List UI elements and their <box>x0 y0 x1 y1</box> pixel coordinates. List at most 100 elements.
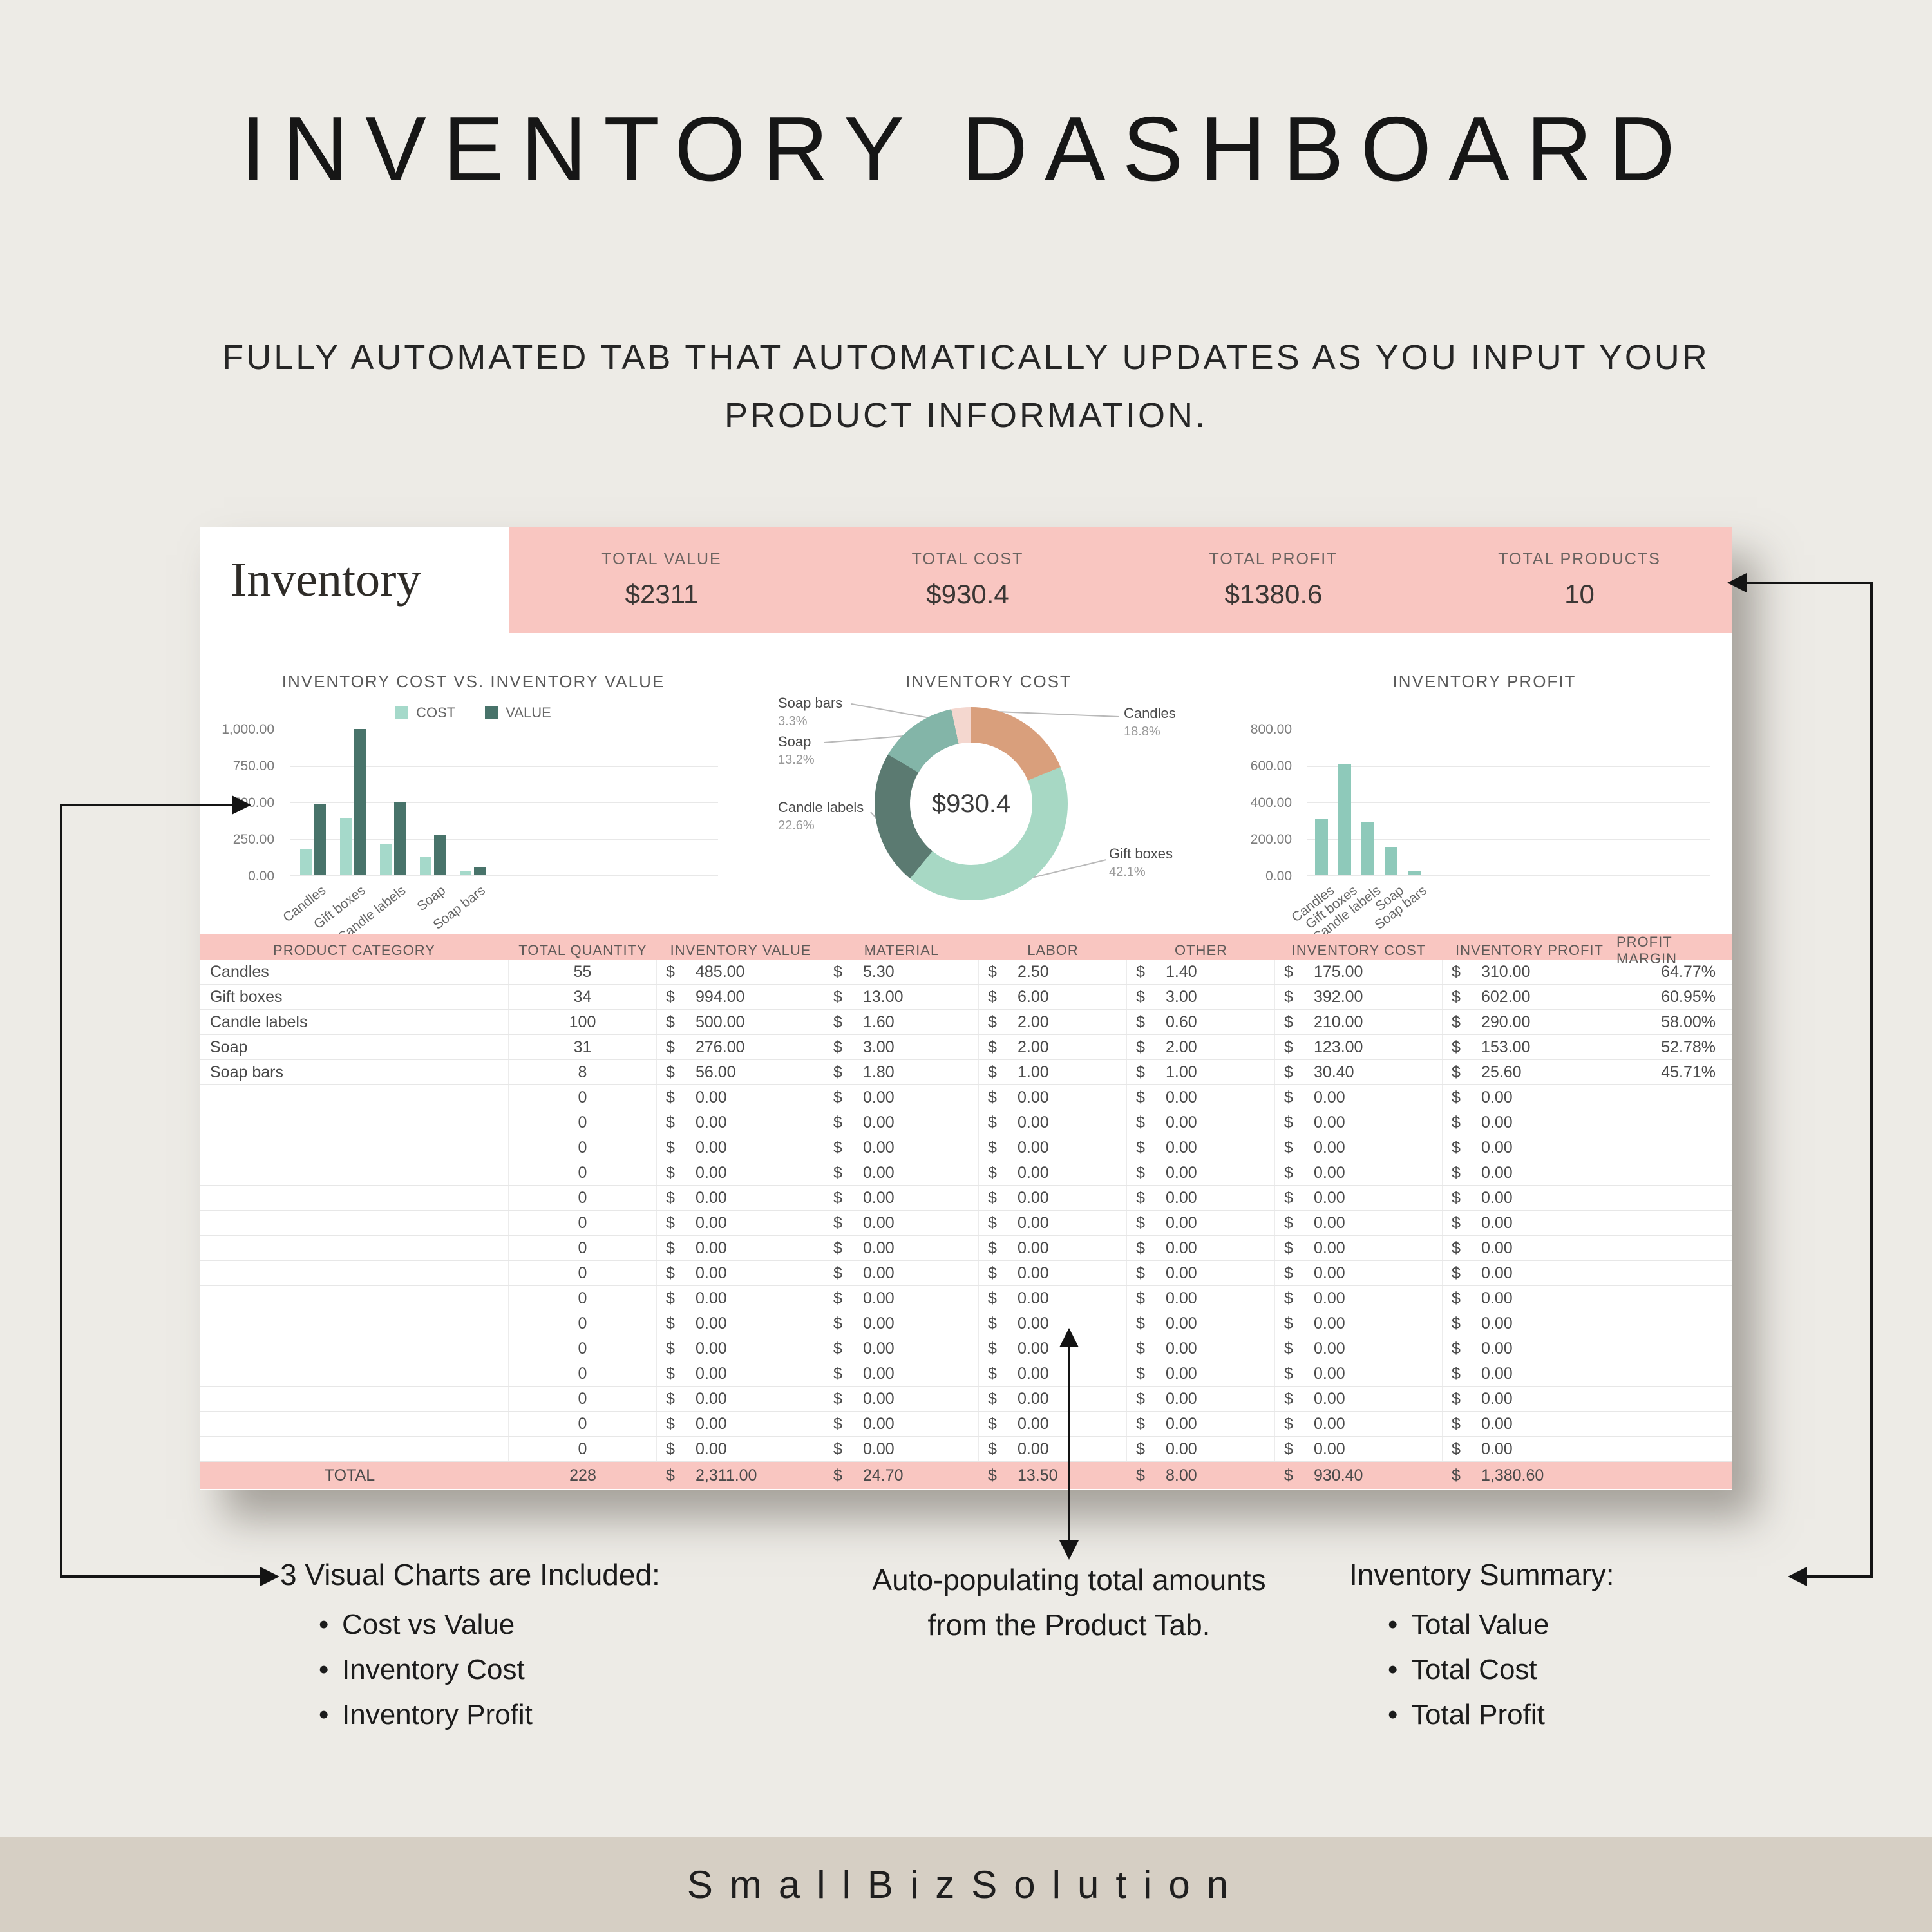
cell: $0.00 <box>824 1261 979 1285</box>
currency-symbol: $ <box>1284 1238 1293 1257</box>
cell: 31 <box>509 1035 657 1059</box>
currency-symbol: $ <box>1452 1439 1461 1458</box>
cell-value: 0.00 <box>1481 1264 1513 1282</box>
cell-value: 0.00 <box>696 1163 727 1182</box>
currency-symbol: $ <box>1452 1113 1461 1132</box>
cell: $0.00 <box>657 1387 824 1411</box>
cell: $0.00 <box>824 1236 979 1260</box>
cell: Candle labels <box>200 1010 509 1034</box>
currency-symbol: $ <box>988 1188 997 1207</box>
cell: $0.00 <box>824 1437 979 1461</box>
cell-value: 153.00 <box>1481 1037 1531 1056</box>
table-row-empty: 0 $0.00 $0.00 $0.00 $0.00 $0.00 $0.00 <box>200 1135 1732 1160</box>
cell: $0.00 <box>657 1211 824 1235</box>
cell: $123.00 <box>1275 1035 1443 1059</box>
slice-name: Gift boxes <box>1109 846 1173 862</box>
cell-value: 0.00 <box>1314 1439 1345 1458</box>
cell <box>1616 1387 1732 1411</box>
cell: $5.30 <box>824 960 979 984</box>
y-axis-label: 1,000.00 <box>222 722 274 737</box>
currency-symbol: $ <box>666 1466 675 1484</box>
cell-value: 500.00 <box>696 1012 745 1031</box>
cell: $0.00 <box>1443 1286 1616 1311</box>
cell-value: 2.00 <box>1018 1012 1049 1031</box>
currency-symbol: $ <box>1136 1364 1145 1383</box>
cell: $0.00 <box>657 1085 824 1110</box>
currency-symbol: $ <box>1284 1364 1293 1383</box>
cell: $3.00 <box>824 1035 979 1059</box>
gridline <box>1307 766 1710 767</box>
currency-symbol: $ <box>988 1466 997 1484</box>
cell-value: 0.00 <box>1481 1439 1513 1458</box>
cell-value: 2,311.00 <box>696 1466 757 1484</box>
currency-symbol: $ <box>988 1088 997 1106</box>
cell-value: 2.00 <box>1166 1037 1197 1056</box>
cell <box>1616 1211 1732 1235</box>
cell: 0 <box>509 1211 657 1235</box>
cell-value: 0.00 <box>1018 1439 1049 1458</box>
cell <box>1616 1361 1732 1386</box>
cell <box>200 1160 509 1185</box>
cell-value: 0.00 <box>1481 1088 1513 1106</box>
cell <box>1616 1261 1732 1285</box>
cell: $0.00 <box>1443 1437 1616 1461</box>
cell: $0.00 <box>1127 1186 1275 1210</box>
currency-symbol: $ <box>1452 1012 1461 1031</box>
cell-value: 0.00 <box>696 1188 727 1207</box>
bar-value-soap-bars <box>474 867 486 875</box>
currency-symbol: $ <box>1136 1414 1145 1433</box>
cell-value: 175.00 <box>1314 962 1363 981</box>
cell: $0.00 <box>1127 1387 1275 1411</box>
cell: $0.00 <box>1443 1135 1616 1160</box>
bar-profit-candle-labels <box>1361 822 1374 875</box>
cell-value: 0.00 <box>863 1339 895 1358</box>
cell <box>200 1336 509 1361</box>
cell <box>1616 1186 1732 1210</box>
cell: $0.00 <box>657 1437 824 1461</box>
table-row-empty: 0 $0.00 $0.00 $0.00 $0.00 $0.00 $0.00 <box>200 1286 1732 1311</box>
cell-value: 13.50 <box>1018 1466 1058 1484</box>
cell: $0.00 <box>1443 1361 1616 1386</box>
currency-symbol: $ <box>988 1163 997 1182</box>
cell: $0.00 <box>1275 1412 1443 1436</box>
cell-value: 0.00 <box>863 1289 895 1307</box>
cell: $0.00 <box>979 1437 1127 1461</box>
cell <box>1616 1437 1732 1461</box>
cell: $0.00 <box>1127 1286 1275 1311</box>
cell: $392.00 <box>1275 985 1443 1009</box>
bar-value-candles <box>314 804 326 875</box>
cell-value: 0.00 <box>1481 1138 1513 1157</box>
currency-symbol: $ <box>988 1314 997 1332</box>
cell <box>200 1135 509 1160</box>
cell: $6.00 <box>979 985 1127 1009</box>
cell-value: 0.00 <box>1481 1188 1513 1207</box>
bar-cost-gift-boxes <box>340 817 352 875</box>
x-axis: Candles Gift boxes Candle labels Soap Soap b… <box>280 880 718 945</box>
currency-symbol: $ <box>1136 987 1145 1006</box>
currency-symbol: $ <box>666 1439 675 1458</box>
cell <box>200 1412 509 1436</box>
cell: $0.00 <box>979 1085 1127 1110</box>
cell: $1.40 <box>1127 960 1275 984</box>
cell: 52.78% <box>1661 1037 1716 1056</box>
legend-swatch-cost <box>395 706 409 719</box>
cell: Gift boxes <box>200 985 509 1009</box>
cell: 0 <box>509 1286 657 1311</box>
cell: Candles <box>200 960 509 984</box>
cell <box>1616 1085 1732 1110</box>
cell-value: 123.00 <box>1314 1037 1363 1056</box>
cell: $1.00 <box>979 1060 1127 1084</box>
donut-label-candle-labels: Candle labels 22.6% <box>778 799 864 833</box>
cell-value: 0.00 <box>1314 1339 1345 1358</box>
annotation-summary: Inventory Summary: Total Value Total Cos… <box>1349 1557 1826 1738</box>
annotation-bullet: Inventory Cost <box>280 1647 795 1692</box>
cell: $30.40 <box>1275 1060 1443 1084</box>
cell: 0 <box>509 1261 657 1285</box>
cell-value: 1.00 <box>1166 1063 1197 1081</box>
cell-value: 0.00 <box>1166 1389 1197 1408</box>
cell: $0.00 <box>979 1236 1127 1260</box>
cell: 0 <box>509 1236 657 1260</box>
cell: $24.70 <box>824 1462 979 1489</box>
table-row: Soap 31 $276.00 $3.00 $2.00 $2.00 $123.00 $153.… <box>200 1035 1732 1060</box>
currency-symbol: $ <box>1452 1238 1461 1257</box>
